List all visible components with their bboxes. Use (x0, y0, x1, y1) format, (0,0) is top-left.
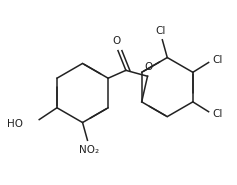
Text: Cl: Cl (213, 109, 223, 119)
Text: O: O (144, 62, 153, 72)
Text: NO₂: NO₂ (79, 145, 100, 155)
Text: Cl: Cl (155, 26, 166, 36)
Text: O: O (112, 36, 120, 46)
Text: Cl: Cl (213, 56, 223, 65)
Text: HO: HO (8, 119, 23, 129)
